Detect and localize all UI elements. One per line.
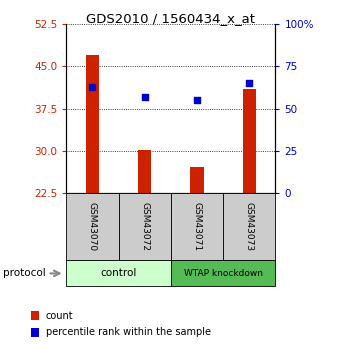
Point bbox=[142, 94, 148, 100]
Text: WTAP knockdown: WTAP knockdown bbox=[184, 269, 262, 278]
Text: GDS2010 / 1560434_x_at: GDS2010 / 1560434_x_at bbox=[85, 12, 255, 25]
Bar bbox=[86, 55, 99, 193]
Text: GSM43072: GSM43072 bbox=[140, 202, 149, 252]
Text: GSM43070: GSM43070 bbox=[88, 202, 97, 252]
Point bbox=[246, 80, 252, 86]
Text: count: count bbox=[46, 311, 73, 321]
Point bbox=[194, 98, 200, 103]
Text: control: control bbox=[100, 268, 137, 278]
Bar bbox=[243, 89, 256, 193]
Text: percentile rank within the sample: percentile rank within the sample bbox=[46, 327, 211, 337]
Text: GSM43073: GSM43073 bbox=[245, 202, 254, 252]
Bar bbox=[190, 167, 204, 193]
Text: GSM43071: GSM43071 bbox=[192, 202, 202, 252]
Bar bbox=[138, 150, 151, 193]
Point bbox=[90, 84, 95, 89]
Text: protocol: protocol bbox=[3, 268, 46, 278]
